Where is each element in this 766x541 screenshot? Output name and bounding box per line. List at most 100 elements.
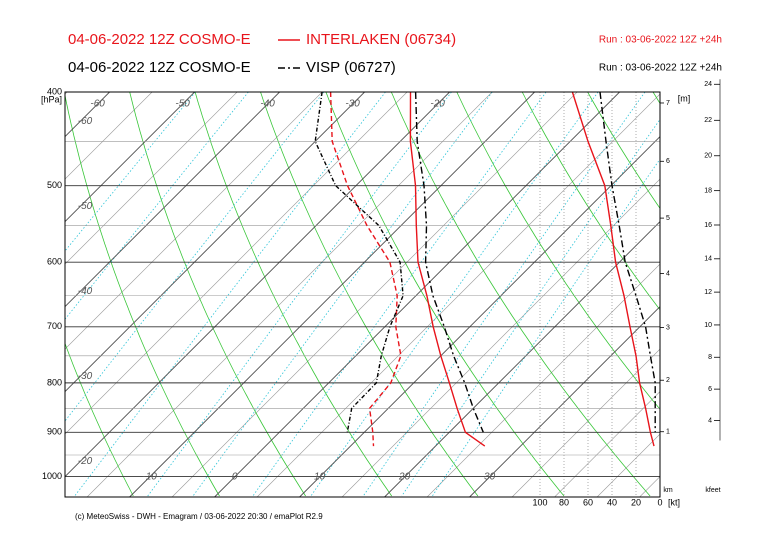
height-tick-label: 3 — [666, 324, 670, 331]
isotherm-minor — [171, 92, 578, 497]
dewpoint-line — [329, 92, 402, 447]
isotherm-label: -30 — [345, 99, 360, 110]
isotherm-minor — [511, 348, 660, 497]
wind-tick-label: 60 — [583, 497, 593, 507]
isotherm-label: -50 — [175, 99, 190, 110]
isotherm-label: 30 — [484, 472, 496, 483]
isotherm-label: 20 — [398, 472, 411, 483]
isotherm — [65, 92, 280, 308]
isotherm-label: -60 — [90, 99, 105, 110]
wind-tick-label: 20 — [631, 497, 641, 507]
height-unit: km — [663, 487, 673, 494]
mixing-ratio-line — [192, 92, 493, 497]
wind-tick-label: 100 — [532, 497, 547, 507]
dry-adiabat — [194, 92, 393, 497]
feet-unit: kfeet — [705, 487, 720, 494]
y-tick-label: 900 — [47, 427, 62, 437]
isotherm-label: -40 — [78, 286, 93, 297]
mixing-ratio-line — [401, 118, 660, 497]
wind-tick-label: 80 — [559, 497, 569, 507]
dry-adiabat — [65, 342, 134, 497]
y-tick-label: 600 — [47, 257, 62, 267]
feet-tick-label: 20 — [704, 153, 712, 160]
isotherm-label: -50 — [78, 201, 93, 212]
dry-adiabat — [521, 92, 660, 311]
wind-unit: [kt] — [668, 497, 680, 507]
height-tick-label: 1 — [666, 429, 670, 436]
dry-adiabat — [456, 92, 660, 410]
temperature-line — [409, 92, 486, 447]
isotherm-minor — [65, 92, 238, 265]
wind-tick-label: 0 — [657, 497, 662, 507]
y-tick-label: 800 — [47, 377, 62, 387]
plot-frame — [64, 91, 661, 498]
legend-label: INTERLAKEN (06734) — [306, 31, 456, 48]
isotherm — [65, 92, 450, 478]
wind-speed-line — [599, 92, 656, 433]
footer: (c) MeteoSwiss - DWH - Emagram / 03-06-2… — [75, 512, 323, 521]
feet-tick-label: 4 — [708, 417, 712, 424]
isotherm-minor — [554, 391, 660, 497]
isotherm — [299, 135, 660, 497]
mixing-ratio-line — [147, 92, 452, 497]
dry-adiabat — [65, 93, 220, 497]
y-tick-label: 400 — [47, 86, 62, 96]
isotherm-label: -30 — [78, 371, 93, 382]
temperature-line — [414, 92, 484, 433]
isotherm-minor — [65, 92, 323, 350]
isotherm-minor — [341, 178, 660, 497]
height-tick-label: 7 — [666, 100, 670, 107]
isotherm — [214, 92, 620, 497]
feet-tick-label: 22 — [704, 117, 712, 124]
wind-speed-line — [571, 92, 655, 447]
feet-tick-label: 24 — [704, 81, 712, 88]
isotherm-minor — [426, 263, 660, 497]
grid-layer — [65, 92, 660, 497]
isotherm — [65, 92, 365, 393]
dry-adiabat — [325, 92, 565, 497]
isotherm-minor — [65, 92, 408, 435]
dry-adiabat — [129, 92, 306, 497]
profile-layer — [314, 92, 656, 447]
dry-adiabat — [587, 92, 660, 210]
series-model: 04-06-2022 12Z COSMO-E — [68, 31, 251, 48]
wind-tick-label: 40 — [607, 497, 617, 507]
isotherm-label: -60 — [78, 116, 93, 127]
isotherm-label: 0 — [232, 472, 238, 483]
isotherm — [469, 305, 660, 497]
feet-tick-label: 16 — [704, 222, 712, 229]
y-tick-label: 700 — [47, 321, 62, 331]
feet-tick-label: 6 — [708, 386, 712, 393]
dry-adiabat — [390, 92, 651, 497]
dry-adiabat — [260, 92, 479, 497]
isotherm-label: 10 — [314, 472, 326, 483]
height-tick-label: 5 — [666, 215, 670, 222]
height-label: [m] — [678, 93, 691, 103]
height-tick-label: 2 — [666, 377, 670, 384]
feet-tick-label: 8 — [708, 354, 712, 361]
height-tick-label: 4 — [666, 270, 670, 277]
feet-tick-label: 10 — [704, 322, 712, 329]
isotherm-label: -10 — [142, 472, 157, 483]
isotherm-label: -40 — [260, 99, 275, 110]
mixing-ratio-line — [65, 92, 249, 320]
feet-tick-label: 18 — [704, 187, 712, 194]
isotherm — [65, 92, 195, 223]
isotherm-minor — [65, 92, 153, 180]
isotherm — [384, 220, 660, 497]
isotherm-label: -20 — [430, 99, 445, 110]
isotherm-minor — [86, 92, 493, 497]
feet-tick-label: 14 — [704, 256, 712, 263]
series-model: 04-06-2022 12Z COSMO-E — [68, 59, 251, 76]
mixing-ratio-line — [310, 92, 599, 497]
series-run: Run : 03-06-2022 12Z +24h — [599, 35, 722, 46]
dewpoint-line — [314, 92, 404, 433]
mixing-ratio-line — [74, 92, 386, 497]
feet-tick-label: 12 — [704, 289, 712, 296]
height-tick-label: 6 — [666, 158, 670, 165]
y-tick-label: 1000 — [42, 471, 62, 481]
y-tick-label: 500 — [47, 180, 62, 190]
isotherm-label: -20 — [78, 456, 93, 467]
